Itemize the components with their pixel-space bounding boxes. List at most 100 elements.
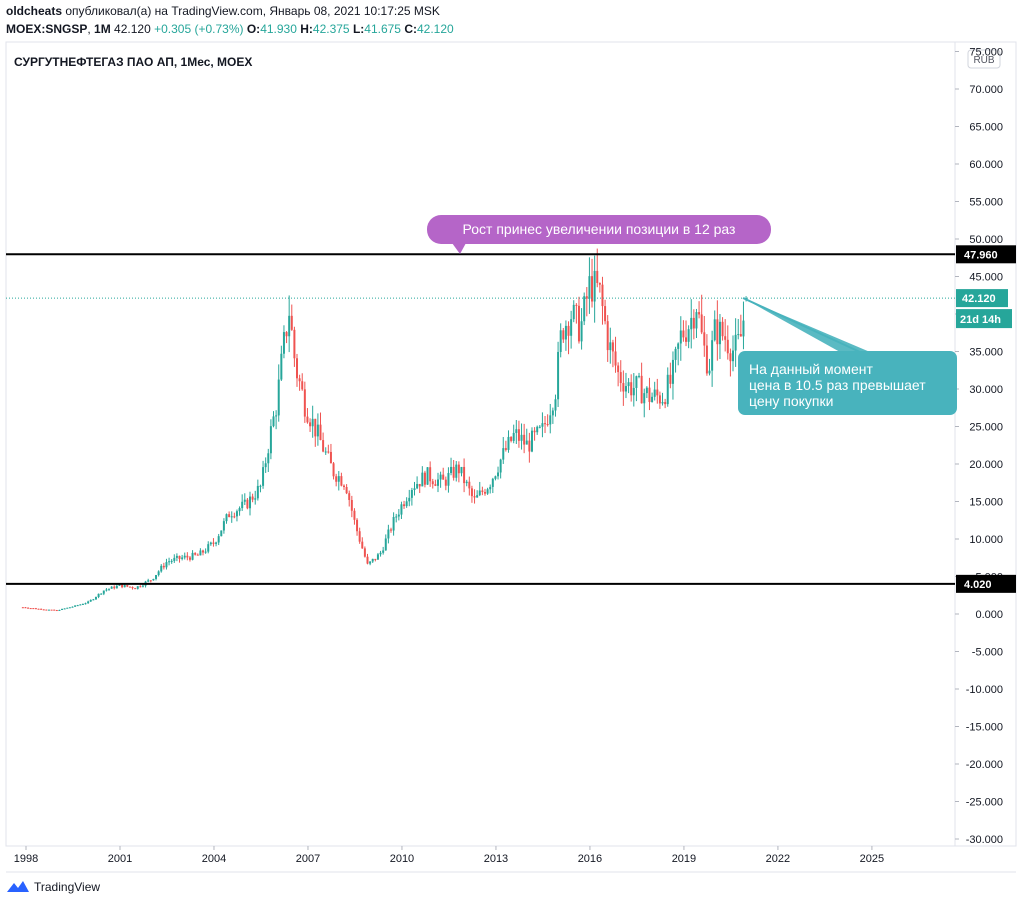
- candle-body: [658, 395, 661, 404]
- tradingview-branding[interactable]: TradingView: [6, 880, 100, 894]
- candle-body: [160, 565, 163, 572]
- level-price-label: 47.960: [964, 249, 998, 261]
- symbol-name: MOEX:SNGSP: [6, 22, 88, 36]
- y-tick-label: -15.000: [966, 722, 1003, 734]
- candle-body: [470, 488, 473, 497]
- candle-body: [293, 329, 296, 359]
- candle-body: [228, 514, 231, 518]
- candle-body: [79, 604, 82, 606]
- candle-body: [162, 565, 165, 568]
- candle-body: [494, 476, 497, 479]
- candle-body: [84, 603, 87, 605]
- low-value: 41.675: [364, 22, 401, 36]
- candle-body: [217, 536, 220, 543]
- candle-body: [585, 296, 588, 299]
- candle-body: [374, 558, 377, 560]
- candle-body: [147, 580, 150, 582]
- candle-body: [575, 304, 578, 306]
- y-tick-label: 15.000: [969, 497, 1003, 509]
- candle-body: [517, 429, 520, 441]
- candle-body: [262, 467, 265, 486]
- candle-body: [225, 514, 228, 522]
- candle-body: [322, 440, 325, 452]
- candle-body: [679, 330, 682, 344]
- candle-body: [538, 426, 541, 428]
- publish-info: oldcheats опубликовал(а) на TradingView.…: [6, 4, 440, 18]
- author-name[interactable]: oldcheats: [6, 4, 63, 18]
- candle-body: [515, 429, 518, 433]
- interval: 1M: [94, 22, 111, 36]
- candle-body: [643, 393, 646, 404]
- candle-body: [387, 529, 390, 539]
- candle-body: [431, 481, 434, 485]
- candle-body: [61, 608, 64, 610]
- candle-body: [397, 514, 400, 517]
- candle-body: [512, 432, 515, 441]
- candle-body: [340, 476, 343, 486]
- candle-body: [536, 426, 539, 433]
- y-tick-label: -20.000: [966, 759, 1003, 771]
- x-tick-label: 2001: [108, 853, 132, 865]
- candle-body: [27, 607, 30, 609]
- y-tick-label: -10.000: [966, 684, 1003, 696]
- candle-body: [74, 605, 77, 607]
- candle-body: [241, 501, 244, 509]
- x-tick-label: 2019: [672, 853, 696, 865]
- candle-body: [55, 610, 58, 612]
- currency-label: RUB: [973, 55, 994, 66]
- candle-body: [486, 489, 489, 494]
- y-tick-label: 25.000: [969, 422, 1003, 434]
- candle-body: [572, 304, 575, 320]
- candle-body: [718, 321, 721, 345]
- candle-body: [47, 609, 50, 611]
- y-tick-label: 70.000: [969, 84, 1003, 96]
- currency-badge: [967, 49, 1001, 69]
- candle-body: [685, 337, 688, 342]
- candle-body: [277, 379, 280, 416]
- candle-body: [233, 516, 236, 518]
- candle-body: [617, 365, 620, 373]
- candle-body: [100, 593, 103, 595]
- candle-body: [384, 538, 387, 551]
- candle-body: [34, 608, 37, 610]
- candle-body: [669, 374, 672, 384]
- candle-body: [549, 415, 552, 425]
- candle-body: [460, 466, 463, 474]
- candle-body: [559, 330, 562, 352]
- candle-body: [327, 451, 330, 453]
- candle-body: [204, 551, 207, 553]
- candle-body: [729, 353, 732, 362]
- candle-body: [230, 516, 233, 518]
- current-callout-line: цена в 10.5 раз превышает: [749, 377, 926, 393]
- candle-body: [92, 599, 95, 601]
- candle-body: [66, 607, 69, 609]
- candle-body: [708, 370, 711, 374]
- candle-body: [97, 593, 100, 598]
- candle-body: [721, 321, 724, 337]
- candle-body: [282, 332, 285, 354]
- candle-body: [450, 466, 453, 474]
- current-callout-pointer: [743, 298, 870, 352]
- y-tick-label: -5.000: [972, 647, 1003, 659]
- candle-body: [638, 375, 641, 377]
- candle-body: [118, 584, 121, 586]
- candle-body: [614, 351, 617, 366]
- candle-body: [530, 430, 533, 452]
- candle-body: [175, 555, 178, 558]
- candle-body: [525, 440, 528, 445]
- candle-body: [698, 312, 701, 315]
- candle-body: [371, 558, 374, 562]
- y-tick-label: 65.000: [969, 122, 1003, 134]
- candle-body: [128, 586, 131, 588]
- candle-body: [436, 479, 439, 486]
- candle-body: [165, 562, 168, 568]
- y-tick-label: 10.000: [969, 534, 1003, 546]
- price-change: +0.305 (+0.73%): [154, 22, 244, 36]
- candle-body: [288, 315, 291, 337]
- candle-body: [290, 315, 293, 330]
- candle-body: [131, 586, 134, 589]
- y-tick-label: 55.000: [969, 197, 1003, 209]
- candle-body: [280, 353, 283, 380]
- x-tick-label: 2004: [202, 853, 226, 865]
